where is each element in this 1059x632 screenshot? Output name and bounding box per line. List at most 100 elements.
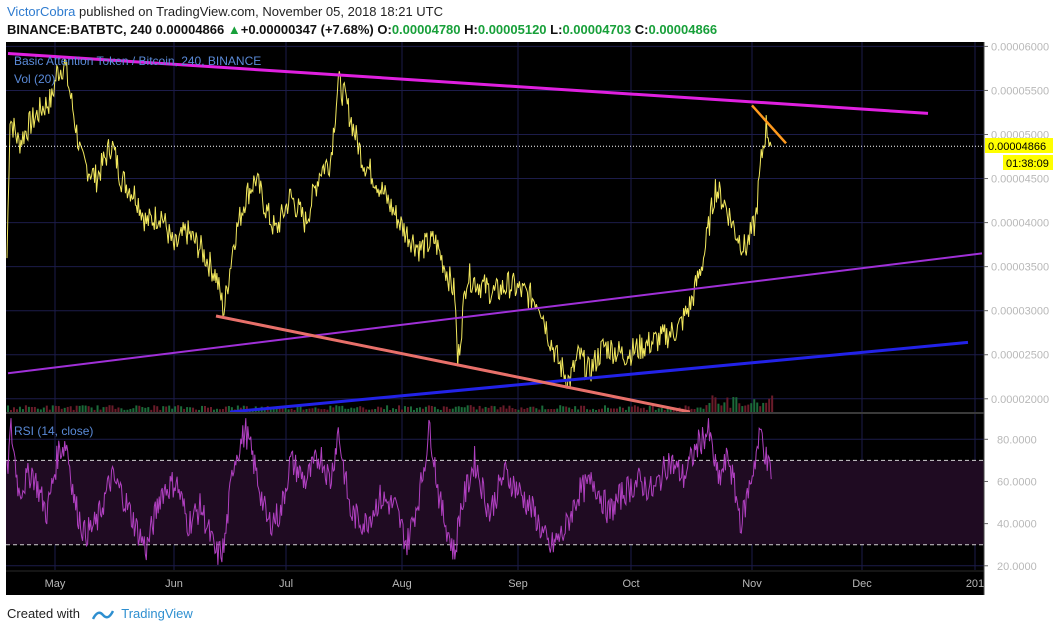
volume-bar — [7, 405, 9, 412]
footer: Created with TradingView — [7, 606, 193, 621]
volume-bar — [147, 407, 150, 412]
volume-bar — [577, 409, 580, 412]
volume-bar — [765, 402, 768, 412]
volume-bar — [675, 409, 678, 412]
volume-bar — [753, 399, 756, 412]
rsi-tick-label: 20.0000 — [997, 561, 1037, 573]
volume-bar — [487, 407, 490, 412]
volume-bar — [666, 408, 669, 412]
change-value: +0.00000347 (+7.68%) — [240, 22, 374, 37]
time-tick-label: Sep — [508, 578, 528, 590]
tradingview-link[interactable]: TradingView — [121, 606, 193, 621]
volume-bar — [430, 405, 433, 412]
volume-bar — [469, 405, 472, 412]
symbol-label: BINANCE:BATBTC, 240 — [7, 22, 152, 37]
volume-bar — [165, 406, 168, 412]
volume-bar — [738, 403, 741, 412]
volume-bar — [156, 406, 159, 412]
volume-bar — [153, 405, 156, 412]
volume-bar — [389, 409, 392, 412]
volume-bar — [293, 409, 296, 412]
trendline-falling — [215, 314, 691, 414]
low-value: 0.00004703 — [562, 22, 632, 37]
volume-bar — [287, 409, 290, 412]
volume-bar — [499, 407, 502, 412]
volume-bar — [768, 398, 771, 412]
volume-bar — [589, 409, 592, 412]
volume-bar — [621, 407, 624, 412]
volume-bar — [284, 405, 287, 412]
volume-bar — [759, 406, 762, 412]
time-axis[interactable]: May Jun Jul Aug Sep Oct Nov Dec 201 — [45, 578, 985, 590]
volume-bar — [618, 406, 621, 412]
volume-bar — [460, 407, 463, 412]
close-label: C: — [634, 22, 649, 37]
volume-bar — [612, 408, 615, 412]
volume-bar — [418, 407, 421, 412]
volume-bar — [144, 407, 147, 412]
volume-bar — [762, 402, 765, 412]
volume-bar — [472, 406, 475, 412]
volume-bar — [517, 409, 520, 412]
time-tick-label: May — [45, 578, 66, 590]
volume-bar — [302, 409, 305, 412]
volume-bar — [601, 408, 604, 412]
volume-bar — [386, 405, 389, 412]
volume-bar — [356, 407, 359, 412]
last-price: 0.00004866 — [155, 22, 225, 37]
trading-chart[interactable]: 0.000060000.000055000.000050000.00004500… — [0, 40, 1059, 600]
volume-bar — [735, 397, 738, 412]
volume-bar — [195, 409, 198, 412]
volume-bar — [117, 407, 120, 412]
volume-bar — [406, 406, 409, 412]
volume-bar — [436, 409, 439, 412]
volume-bar — [290, 408, 293, 412]
volume-label: Vol (20) — [14, 72, 55, 86]
volume-bar — [138, 405, 141, 412]
volume-bar — [412, 409, 415, 412]
volume-bar — [180, 406, 183, 412]
current-price-tag: 0.00004866 01:38:09 — [985, 138, 1053, 170]
trendline-upper-resistance — [7, 51, 929, 115]
volume-bar — [401, 409, 404, 412]
volume-bar — [451, 408, 454, 412]
volume-bar — [317, 408, 320, 412]
price-axis[interactable]: 0.000060000.000055000.000050000.00004500… — [984, 41, 1049, 406]
volume-bar — [627, 406, 630, 412]
volume-bar — [556, 408, 559, 412]
volume-bar — [206, 407, 209, 412]
volume-bar — [705, 405, 708, 412]
volume-bar — [132, 408, 135, 412]
volume-bar — [562, 406, 565, 412]
volume-bar — [398, 405, 401, 412]
volume-bar — [454, 406, 457, 412]
price-tick-label: 0.00005500 — [991, 85, 1049, 97]
volume-bar — [523, 408, 526, 412]
volume-bar — [663, 409, 666, 412]
volume-bar — [171, 408, 174, 412]
volume-bar — [726, 397, 729, 412]
volume-bar — [42, 407, 45, 412]
volume-bar — [78, 405, 81, 412]
volume-bar — [708, 402, 711, 412]
volume-bar — [278, 406, 281, 412]
volume-bar — [129, 408, 132, 412]
volume-bar — [466, 405, 469, 412]
low-label: L: — [550, 22, 563, 37]
volume-bar — [162, 406, 165, 412]
volume-bar — [520, 407, 523, 412]
volume-bar — [215, 408, 218, 412]
countdown-box — [1003, 155, 1053, 170]
volume-bar — [221, 408, 224, 412]
time-tick-label: Aug — [392, 578, 412, 590]
author-link[interactable]: VictorCobra — [7, 4, 76, 19]
volume-bar — [329, 405, 332, 412]
volume-bar — [559, 405, 562, 412]
volume-bar — [96, 405, 99, 412]
volume-bar — [84, 405, 87, 412]
rsi-axis[interactable]: 80.0000 60.0000 40.0000 20.0000 — [984, 434, 1037, 573]
volume-bar — [377, 406, 380, 412]
volume-bar — [75, 405, 78, 412]
volume-bar — [696, 407, 699, 412]
trendlines[interactable] — [7, 51, 983, 414]
